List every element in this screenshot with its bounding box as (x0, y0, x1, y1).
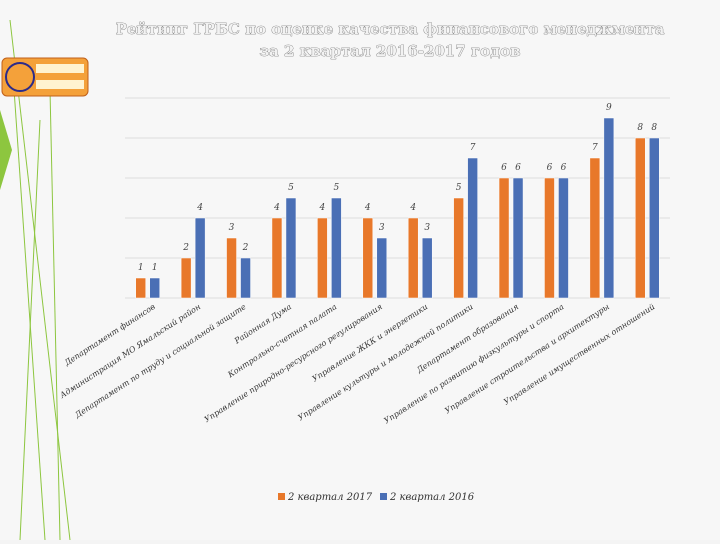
bar (271, 217, 283, 299)
data-label: 4 (364, 203, 371, 213)
data-label: 4 (196, 203, 203, 213)
data-label: 4 (319, 203, 326, 213)
bar (149, 277, 160, 299)
data-label: 4 (273, 203, 280, 213)
bar (135, 277, 146, 299)
legend-label: 2 квартал 2016 (389, 492, 475, 503)
bar (407, 217, 419, 299)
data-label: 8 (637, 123, 643, 133)
bar (603, 117, 615, 299)
bar (285, 197, 297, 299)
bar (331, 197, 342, 299)
data-label: 6 (561, 163, 567, 173)
legend-swatch (380, 493, 387, 500)
bar (194, 217, 206, 299)
bar (544, 177, 555, 299)
data-label: 7 (470, 143, 476, 153)
bar (421, 237, 433, 299)
data-label: 3 (379, 223, 385, 233)
data-label: 6 (547, 163, 553, 173)
bar (512, 177, 524, 299)
bar (589, 157, 601, 299)
data-label: 3 (424, 223, 430, 233)
bar (180, 257, 192, 299)
data-label: 5 (288, 183, 294, 193)
data-label: 5 (456, 183, 462, 193)
bar (240, 257, 251, 299)
data-label: 6 (515, 163, 521, 173)
legend-label: 2 квартал 2017 (287, 492, 373, 503)
chart-title: Рейтинг ГРБС по оценке качества финансов… (116, 20, 665, 38)
bar (558, 177, 569, 299)
data-label: 1 (152, 263, 158, 273)
data-label: 8 (651, 123, 657, 133)
bar (635, 137, 646, 299)
data-label: 9 (606, 103, 612, 113)
bar (649, 137, 660, 299)
bar (453, 197, 464, 299)
bar (362, 217, 374, 299)
data-label: 1 (138, 263, 144, 273)
bar (467, 157, 478, 299)
data-label: 6 (501, 163, 507, 173)
bar (317, 217, 328, 299)
data-label: 4 (409, 203, 416, 213)
bar (376, 237, 388, 299)
legend-swatch (278, 493, 285, 500)
bar (498, 177, 510, 299)
decor (0, 19, 89, 541)
data-label: 2 (182, 243, 189, 253)
data-label: 2 (242, 243, 249, 253)
data-label: 3 (229, 223, 235, 233)
data-label: 5 (334, 183, 340, 193)
chart-title: за 2 квартал 2016-2017 годов (259, 42, 520, 60)
bar (226, 237, 237, 299)
data-label: 7 (592, 143, 598, 153)
